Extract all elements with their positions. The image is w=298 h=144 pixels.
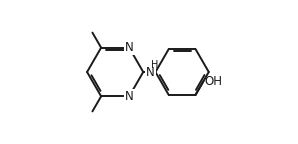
Text: H: H xyxy=(151,60,159,70)
Text: OH: OH xyxy=(204,75,222,88)
Text: N: N xyxy=(125,90,134,103)
Text: N: N xyxy=(146,66,155,78)
Text: N: N xyxy=(125,41,134,54)
